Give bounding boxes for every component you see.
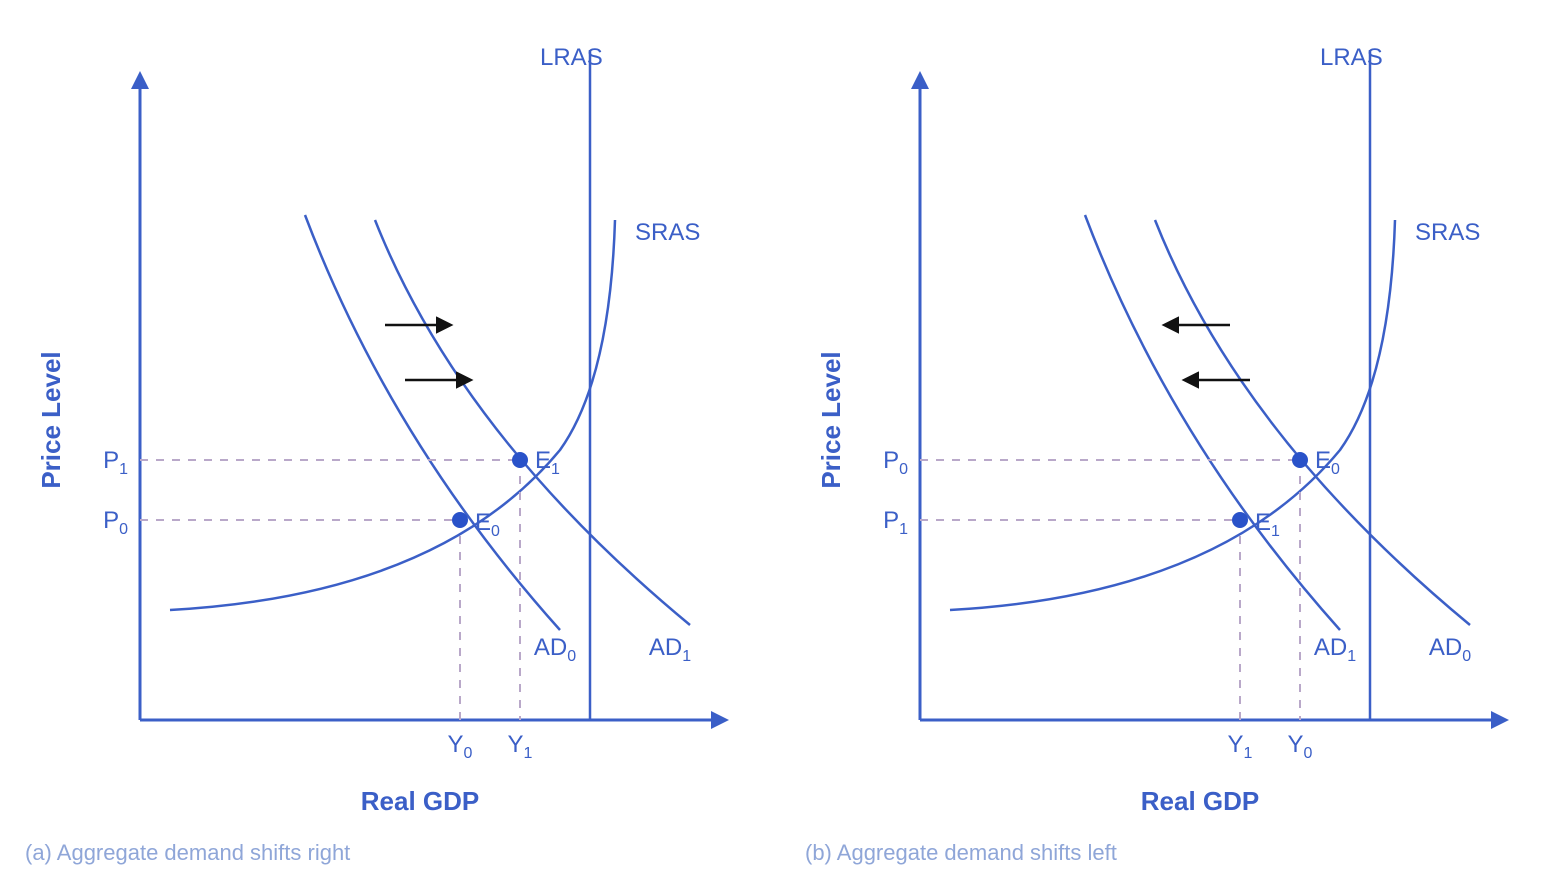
x-axis-label: Real GDP	[1141, 786, 1260, 816]
svg-text:LRAS: LRAS	[1320, 44, 1383, 71]
panel-b: Price Level Real GDP LRAS SRAS AD1 AD0 P0 P1 Y1 Y…	[800, 20, 1540, 866]
svg-text:AD1: AD1	[1314, 634, 1356, 665]
svg-text:P0: P0	[883, 447, 908, 478]
svg-text:AD0: AD0	[534, 634, 576, 665]
svg-text:P0: P0	[103, 507, 128, 538]
y-axis-label: Price Level	[816, 351, 846, 488]
svg-text:AD0: AD0	[1429, 634, 1471, 665]
svg-text:P1: P1	[883, 507, 908, 538]
panel-b-caption: (b) Aggregate demand shifts left	[800, 840, 1540, 866]
panel-a-caption: (a) Aggregate demand shifts right	[20, 840, 760, 866]
panel-a-chart: Price Level Real GDP LRAS SRAS AD0 AD1 P1 P0 Y0 Y…	[20, 20, 760, 830]
panel-a: Price Level Real GDP LRAS SRAS AD0 AD1 P1 P0 Y0 Y…	[20, 20, 760, 866]
svg-text:E1: E1	[535, 447, 560, 478]
panel-b-chart: Price Level Real GDP LRAS SRAS AD1 AD0 P0 P1 Y1 Y…	[800, 20, 1540, 830]
svg-text:Y0: Y0	[1288, 731, 1313, 762]
svg-text:Y1: Y1	[508, 731, 533, 762]
y-axis-label: Price Level	[36, 351, 66, 488]
x-axis-label: Real GDP	[361, 786, 480, 816]
svg-text:SRAS: SRAS	[635, 219, 700, 246]
svg-text:Y0: Y0	[448, 731, 473, 762]
svg-text:AD1: AD1	[649, 634, 691, 665]
svg-text:LRAS: LRAS	[540, 44, 603, 71]
svg-text:E1: E1	[1255, 509, 1280, 540]
svg-text:P1: P1	[103, 447, 128, 478]
svg-text:SRAS: SRAS	[1415, 219, 1480, 246]
svg-text:E0: E0	[1315, 447, 1340, 478]
svg-text:E0: E0	[475, 509, 500, 540]
diagram-container: Price Level Real GDP LRAS SRAS AD0 AD1 P1 P0 Y0 Y…	[20, 20, 1540, 866]
svg-text:Y1: Y1	[1228, 731, 1253, 762]
